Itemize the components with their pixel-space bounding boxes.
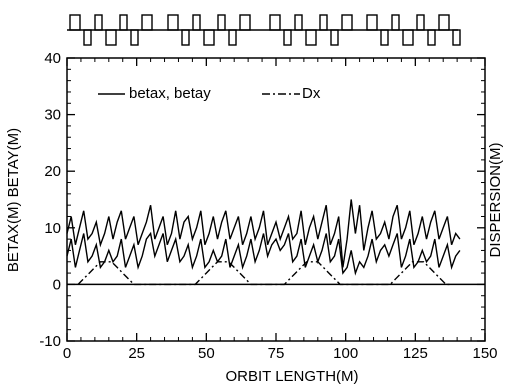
lattice-magnet <box>239 14 251 31</box>
lattice-magnet <box>141 14 153 31</box>
lattice-magnet <box>380 29 389 46</box>
x-tick-label: 125 <box>403 345 428 362</box>
lattice-magnet <box>416 14 425 31</box>
lattice-magnet <box>391 14 400 31</box>
y-tick-label: 40 <box>44 50 61 67</box>
lattice-magnet <box>119 14 128 31</box>
lattice-schematic <box>67 14 461 46</box>
series-line-betay <box>66 231 461 276</box>
y-tick-label: 0 <box>53 276 61 293</box>
lattice-magnet <box>366 14 378 31</box>
series-line-betax <box>66 199 461 268</box>
y-tick-label: -10 <box>39 333 61 350</box>
legend-label-dx: Dx <box>302 85 321 102</box>
lattice-magnet <box>341 14 353 31</box>
lattice-magnet <box>167 14 179 31</box>
lattice-magnet <box>305 29 317 46</box>
lattice-magnet <box>283 29 292 46</box>
y-tick-label: 10 <box>44 220 61 237</box>
lattice-magnet <box>130 29 139 46</box>
x-tick-label: 25 <box>128 345 145 362</box>
x-axis-title: ORBIT LENGTH(M) <box>225 368 358 385</box>
lattice-magnet <box>94 14 103 31</box>
x-tick-label: 150 <box>472 345 497 362</box>
lattice-magnet <box>83 29 92 46</box>
lattice-magnet <box>402 29 414 46</box>
y-axis-title-left: BETAX(M) BETAY(M) <box>5 128 22 272</box>
series-line-dx <box>77 261 452 286</box>
lattice-magnet <box>203 29 215 46</box>
lattice-magnet <box>69 14 81 31</box>
lattice-magnet <box>192 14 201 31</box>
lattice-magnet <box>319 14 328 31</box>
x-tick-label: 75 <box>268 345 285 362</box>
y-tick-label: 30 <box>44 107 61 124</box>
lattice-magnet <box>217 14 226 31</box>
lattice-magnet <box>181 29 190 46</box>
lattice-magnet <box>330 29 339 46</box>
x-tick-label: 100 <box>333 345 358 362</box>
series-group <box>66 199 461 286</box>
y-tick-label: 20 <box>44 163 61 180</box>
legend: betax, betay Dx <box>98 85 321 102</box>
x-tick-label: 50 <box>198 345 215 362</box>
lattice-magnet <box>228 29 237 46</box>
lattice-magnet <box>105 29 117 46</box>
x-tick-label: 0 <box>63 345 71 362</box>
lattice-magnet <box>427 29 436 46</box>
lattice-magnet <box>452 29 461 46</box>
lattice-magnet <box>294 14 303 31</box>
lattice-magnet <box>269 14 281 31</box>
y-axis-title-right: DISPERSION(M) <box>487 142 504 257</box>
legend-label-beta: betax, betay <box>129 85 211 102</box>
lattice-magnet <box>438 14 450 31</box>
